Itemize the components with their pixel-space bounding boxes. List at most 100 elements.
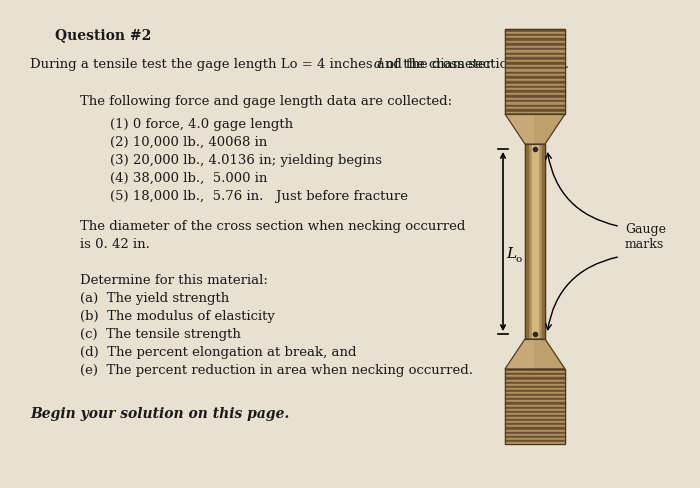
Bar xyxy=(505,398,565,401)
Bar xyxy=(505,108,565,110)
Text: (e)  The percent reduction in area when necking occurred.: (e) The percent reduction in area when n… xyxy=(80,363,473,376)
Polygon shape xyxy=(535,115,565,145)
Bar xyxy=(505,49,565,51)
Bar xyxy=(505,84,565,86)
Text: Begin your solution on this page.: Begin your solution on this page. xyxy=(30,406,289,420)
Polygon shape xyxy=(505,115,565,145)
Bar xyxy=(505,386,565,388)
Bar xyxy=(505,442,565,444)
Bar xyxy=(505,103,565,105)
Bar xyxy=(525,145,528,339)
Bar xyxy=(505,72,565,75)
Bar xyxy=(505,392,565,394)
Bar xyxy=(505,89,565,91)
Bar xyxy=(505,70,565,72)
Text: (c)  The tensile strength: (c) The tensile strength xyxy=(80,327,241,340)
Bar xyxy=(505,388,565,390)
Bar xyxy=(505,61,565,63)
Bar xyxy=(505,409,565,411)
Bar xyxy=(505,47,565,49)
Bar xyxy=(505,77,565,80)
Bar xyxy=(505,96,565,99)
Bar xyxy=(505,430,565,431)
Bar xyxy=(505,413,565,415)
Text: (b)  The modulus of elasticity: (b) The modulus of elasticity xyxy=(80,309,275,323)
Text: L: L xyxy=(506,247,516,261)
Bar xyxy=(505,91,565,94)
Bar xyxy=(505,405,565,407)
Bar xyxy=(505,40,565,42)
Bar xyxy=(525,145,545,339)
Bar xyxy=(505,440,565,442)
Bar xyxy=(505,80,565,82)
Bar xyxy=(505,426,565,427)
Text: d: d xyxy=(374,58,382,71)
Bar xyxy=(505,394,565,396)
Polygon shape xyxy=(535,339,565,369)
Text: Question #2: Question #2 xyxy=(55,28,151,42)
Bar xyxy=(505,51,565,54)
Text: (5) 18,000 lb.,  5.76 in.   Just before fracture: (5) 18,000 lb., 5.76 in. Just before fra… xyxy=(110,190,408,203)
Text: (1) 0 force, 4.0 gage length: (1) 0 force, 4.0 gage length xyxy=(110,118,293,131)
Bar xyxy=(505,54,565,56)
Bar xyxy=(505,82,565,84)
Bar xyxy=(505,434,565,436)
Bar xyxy=(525,145,545,339)
Text: (a)  The yield strength: (a) The yield strength xyxy=(80,291,230,305)
Bar xyxy=(505,411,565,413)
Bar xyxy=(505,423,565,426)
Bar xyxy=(505,33,565,35)
Polygon shape xyxy=(505,339,565,369)
Bar xyxy=(505,35,565,37)
Bar xyxy=(505,44,565,47)
Bar xyxy=(505,58,565,61)
Bar xyxy=(505,94,565,96)
Bar xyxy=(505,373,565,376)
Bar xyxy=(505,37,565,40)
Bar xyxy=(505,30,565,115)
Bar xyxy=(505,75,565,77)
Bar xyxy=(505,417,565,419)
Bar xyxy=(505,86,565,89)
Bar xyxy=(505,419,565,422)
Bar xyxy=(505,407,565,409)
Bar xyxy=(505,30,565,33)
Bar xyxy=(505,380,565,382)
Bar xyxy=(505,68,565,70)
Bar xyxy=(505,436,565,438)
Bar xyxy=(505,65,565,68)
Text: is 0. 42 in.: is 0. 42 in. xyxy=(80,238,150,250)
Bar xyxy=(505,431,565,434)
Bar xyxy=(505,422,565,423)
Text: o: o xyxy=(515,254,522,263)
Bar xyxy=(505,427,565,430)
Bar xyxy=(505,438,565,440)
Bar xyxy=(505,376,565,378)
Text: Determine for this material:: Determine for this material: xyxy=(80,273,268,286)
Text: (4) 38,000 lb.,  5.000 in: (4) 38,000 lb., 5.000 in xyxy=(110,172,267,184)
Text: The following force and gage length data are collected:: The following force and gage length data… xyxy=(80,95,452,108)
Text: of the cross section is 0.50.: of the cross section is 0.50. xyxy=(382,58,569,71)
Bar xyxy=(505,369,565,371)
Bar xyxy=(505,403,565,405)
Text: (d)  The percent elongation at break, and: (d) The percent elongation at break, and xyxy=(80,346,356,358)
Bar xyxy=(505,401,565,403)
Bar xyxy=(505,42,565,44)
Bar xyxy=(505,415,565,417)
Bar xyxy=(505,384,565,386)
Text: (3) 20,000 lb., 4.0136 in; yielding begins: (3) 20,000 lb., 4.0136 in; yielding begi… xyxy=(110,154,382,167)
Bar xyxy=(505,56,565,58)
Bar xyxy=(505,369,565,444)
Text: Gauge
marks: Gauge marks xyxy=(625,223,666,251)
Bar xyxy=(505,371,565,373)
Bar xyxy=(505,382,565,384)
Bar xyxy=(505,63,565,65)
Bar xyxy=(505,378,565,380)
Bar xyxy=(505,101,565,103)
Bar xyxy=(505,110,565,113)
Bar xyxy=(505,99,565,101)
Bar xyxy=(505,30,565,115)
Bar xyxy=(505,105,565,108)
Text: The diameter of the cross section when necking occurred: The diameter of the cross section when n… xyxy=(80,220,466,232)
Bar xyxy=(505,396,565,398)
